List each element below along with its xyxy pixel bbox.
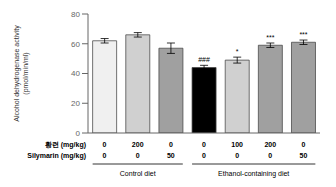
svg-text:0: 0 — [268, 152, 272, 159]
svg-text:50: 50 — [300, 152, 308, 159]
svg-text:***: *** — [266, 34, 274, 41]
svg-text:60: 60 — [71, 40, 80, 49]
svg-text:***: *** — [299, 31, 307, 38]
svg-text:Control diet: Control diet — [120, 170, 156, 177]
svg-text:Silymarin (mg/kg): Silymarin (mg/kg) — [27, 152, 86, 160]
svg-text:Ethanol-containing diet: Ethanol-containing diet — [218, 170, 289, 178]
svg-text:###: ### — [198, 56, 210, 63]
svg-text:0: 0 — [169, 141, 173, 148]
svg-text:200: 200 — [264, 141, 276, 148]
svg-text:50: 50 — [167, 152, 175, 159]
svg-text:Alcohol dehydrogenase activity: Alcohol dehydrogenase activity — [13, 25, 21, 122]
svg-text:0: 0 — [103, 141, 107, 148]
svg-text:0: 0 — [301, 141, 305, 148]
svg-text:40: 40 — [71, 69, 80, 78]
svg-text:(pmol/min/ml): (pmol/min/ml) — [22, 52, 30, 94]
svg-text:200: 200 — [132, 141, 144, 148]
svg-text:0: 0 — [76, 129, 81, 138]
svg-text:80: 80 — [71, 10, 80, 19]
svg-text:*: * — [236, 48, 239, 55]
svg-text:황련 (mg/kg): 황련 (mg/kg) — [45, 141, 86, 149]
svg-text:100: 100 — [231, 141, 243, 148]
svg-text:0: 0 — [235, 152, 239, 159]
svg-text:0: 0 — [202, 141, 206, 148]
svg-text:0: 0 — [103, 152, 107, 159]
svg-text:20: 20 — [71, 99, 80, 108]
svg-text:0: 0 — [136, 152, 140, 159]
svg-text:0: 0 — [202, 152, 206, 159]
